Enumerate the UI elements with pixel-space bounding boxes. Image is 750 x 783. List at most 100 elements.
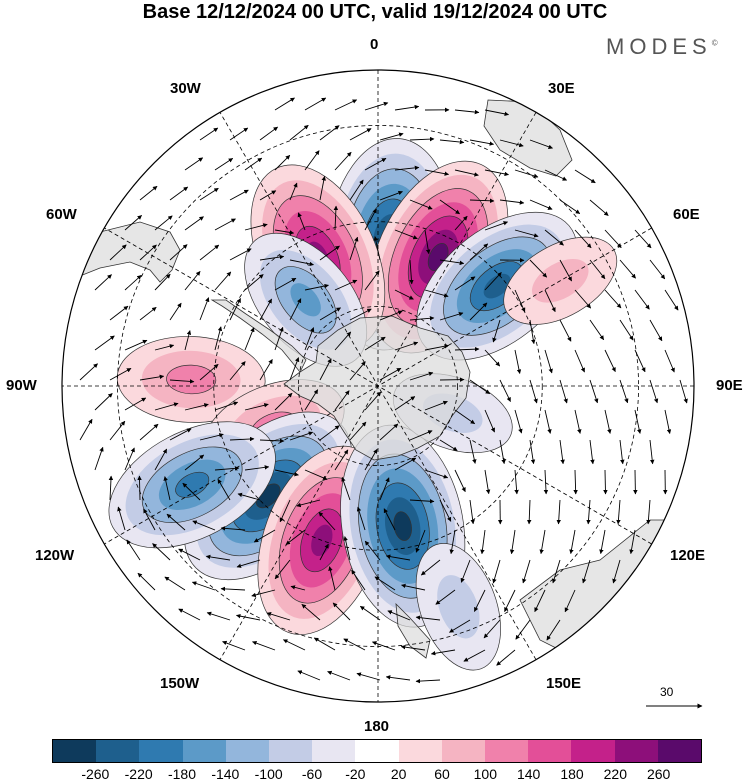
colorbar-tick-label: 140 xyxy=(516,766,541,782)
wind-arrow xyxy=(259,298,273,321)
colorbar-swatch xyxy=(139,740,183,762)
wind-arrow xyxy=(236,613,261,621)
wind-arrow xyxy=(544,409,552,434)
wind-arrow xyxy=(282,639,306,651)
wind-arrow xyxy=(574,289,592,309)
wind-arrow xyxy=(529,139,553,149)
colorbar-swatch xyxy=(398,740,442,762)
wind-arrow xyxy=(259,126,279,141)
wind-arrow xyxy=(629,529,636,555)
wind-arrow xyxy=(480,529,486,555)
wind-arrow xyxy=(529,319,536,345)
wind-arrow xyxy=(469,439,477,464)
wind-arrow xyxy=(424,289,449,298)
wind-arrow xyxy=(499,439,506,465)
wind-arrow xyxy=(108,475,114,501)
wind-arrow xyxy=(154,448,168,471)
wind-arrow xyxy=(206,611,231,621)
wind-arrow xyxy=(435,589,456,605)
wind-arrow xyxy=(319,425,340,441)
wind-arrow xyxy=(285,529,306,545)
wind-arrow xyxy=(304,283,329,291)
colorbar-swatch xyxy=(96,740,140,762)
wind-arrow xyxy=(364,270,380,291)
wind-arrow xyxy=(349,179,364,201)
latitude-circle xyxy=(298,306,458,466)
wind-arrow xyxy=(192,520,216,531)
wind-arrow xyxy=(304,150,320,171)
graticule xyxy=(62,70,694,702)
wind-arrow xyxy=(469,499,475,525)
wind-arrow xyxy=(191,581,216,591)
wind-arrow xyxy=(564,589,576,613)
wind-arrow xyxy=(574,349,585,373)
wind-arrow xyxy=(544,349,553,374)
wind-arrow xyxy=(514,289,526,313)
brand-logo: MODES© xyxy=(606,34,718,60)
wind-arrow xyxy=(124,215,142,231)
wind-arrow xyxy=(244,274,264,291)
wind-arrow xyxy=(244,157,263,171)
wind-arrow xyxy=(379,310,403,321)
wind-arrow xyxy=(504,589,516,613)
wind-arrow xyxy=(327,670,351,681)
wind-arrow xyxy=(385,675,411,681)
wind-arrow xyxy=(604,229,622,248)
wind-arrow xyxy=(351,569,366,591)
wind-arrow xyxy=(328,566,336,591)
wind-arrow xyxy=(439,439,458,452)
wind-arrow xyxy=(559,439,565,465)
wind-arrow xyxy=(252,640,276,651)
wind-arrow xyxy=(297,670,321,681)
wind-arrow xyxy=(319,307,342,321)
wind-arrow xyxy=(184,454,205,471)
wind-arrow xyxy=(409,199,433,210)
wind-arrow xyxy=(551,559,561,584)
wind-arrow xyxy=(143,508,156,531)
wind-arrow xyxy=(374,576,396,591)
wind-arrow xyxy=(529,379,538,404)
wind-arrow xyxy=(569,529,576,555)
wind-arrow xyxy=(394,104,420,111)
wind-arrow xyxy=(559,259,573,282)
wind-arrow xyxy=(439,199,460,215)
wind-arrow xyxy=(473,589,486,612)
wind-arrow xyxy=(394,229,418,240)
wind-arrow xyxy=(301,603,321,621)
wind-arrow xyxy=(499,139,524,148)
wind-arrow xyxy=(616,499,621,525)
wind-arrow xyxy=(356,506,366,531)
wind-arrow xyxy=(334,331,352,351)
wind-arrow xyxy=(124,339,148,351)
wind-arrow xyxy=(199,244,220,261)
wind-arrow xyxy=(559,199,581,214)
wind-arrow xyxy=(409,371,434,381)
wind-arrow xyxy=(492,559,501,584)
wind-arrow xyxy=(649,259,666,280)
wind-arrow xyxy=(154,402,179,411)
wind-arrow xyxy=(394,396,416,411)
anomaly-contour xyxy=(437,575,480,639)
wind-arrow xyxy=(184,330,192,351)
wind-arrow xyxy=(199,363,219,381)
wind-arrow xyxy=(229,436,255,442)
wind-arrow xyxy=(573,469,578,495)
wind-arrow xyxy=(514,229,539,238)
wind-arrow xyxy=(649,439,655,465)
wind-arrow xyxy=(589,259,606,280)
wind-arrow xyxy=(313,637,336,651)
wind-arrow xyxy=(526,499,532,525)
wind-arrow xyxy=(319,358,332,381)
wind-arrow xyxy=(484,469,491,495)
wind-arrow xyxy=(109,305,129,321)
wind-arrow xyxy=(484,349,501,367)
wind-arrow xyxy=(109,367,132,381)
wind-arrow xyxy=(126,539,141,561)
wind-arrow xyxy=(385,554,411,561)
wind-arrow xyxy=(332,602,351,621)
wind-arrow xyxy=(343,536,351,561)
wind-arrow xyxy=(244,223,268,231)
wind-arrow xyxy=(544,289,556,313)
wind-arrow xyxy=(619,259,636,279)
wind-arrow xyxy=(259,254,285,261)
